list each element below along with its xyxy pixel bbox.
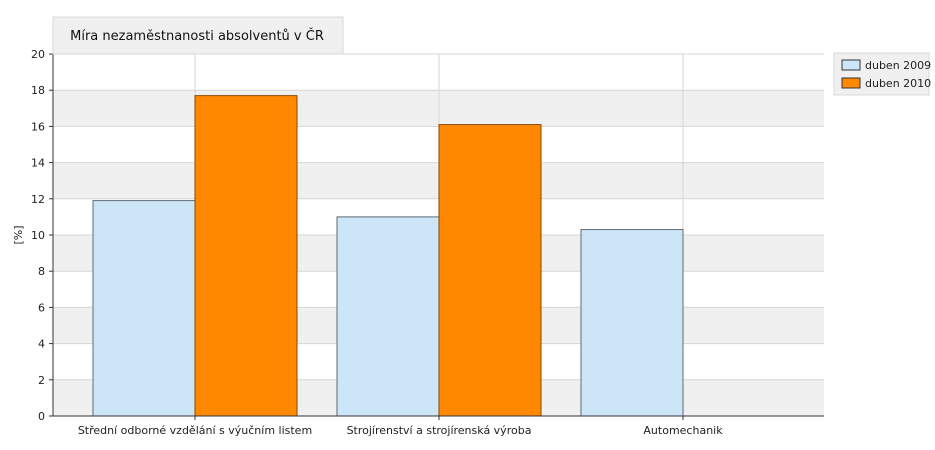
legend-swatch-2010 (841, 77, 861, 89)
y-axis-label: [%] (12, 225, 25, 244)
bars (92, 95, 684, 417)
x-category-label: Střední odborné vzdělání s výučním liste… (78, 424, 312, 437)
legend-swatch-2009 (841, 59, 861, 71)
x-category-label: Strojírenství a strojírenská výroba (347, 424, 532, 437)
x-category-label: Automechanik (643, 424, 723, 437)
chart-title: Míra nezaměstnanosti absolventů v ČR (70, 28, 324, 44)
y-tick-label: 10 (31, 229, 45, 242)
y-tick-label: 12 (31, 193, 45, 206)
y-tick-label: 4 (38, 338, 45, 351)
bar-2009 (580, 229, 684, 417)
y-tick-labels: 0 2 4 6 8 10 12 14 16 18 20 (31, 48, 53, 423)
y-tick-label: 8 (38, 265, 45, 278)
legend-label-2009: duben 2009 (865, 59, 931, 72)
bar-2009 (336, 216, 440, 417)
y-tick-label: 2 (38, 374, 45, 387)
bar-2009 (92, 200, 196, 417)
y-tick-label: 18 (31, 84, 45, 97)
y-tick-label: 16 (31, 120, 45, 133)
x-category-labels: Střední odborné vzdělání s výučním liste… (78, 416, 723, 437)
title-tab (52, 16, 344, 55)
y-tick-label: 14 (31, 157, 45, 170)
legend: duben 2009 duben 2010 (833, 52, 931, 96)
y-tick-label: 6 (38, 301, 45, 314)
bar-2010 (438, 124, 542, 417)
y-tick-label: 0 (38, 410, 45, 423)
bar-2010 (194, 95, 298, 417)
legend-label-2010: duben 2010 (865, 77, 931, 90)
y-tick-label: 20 (31, 48, 45, 61)
